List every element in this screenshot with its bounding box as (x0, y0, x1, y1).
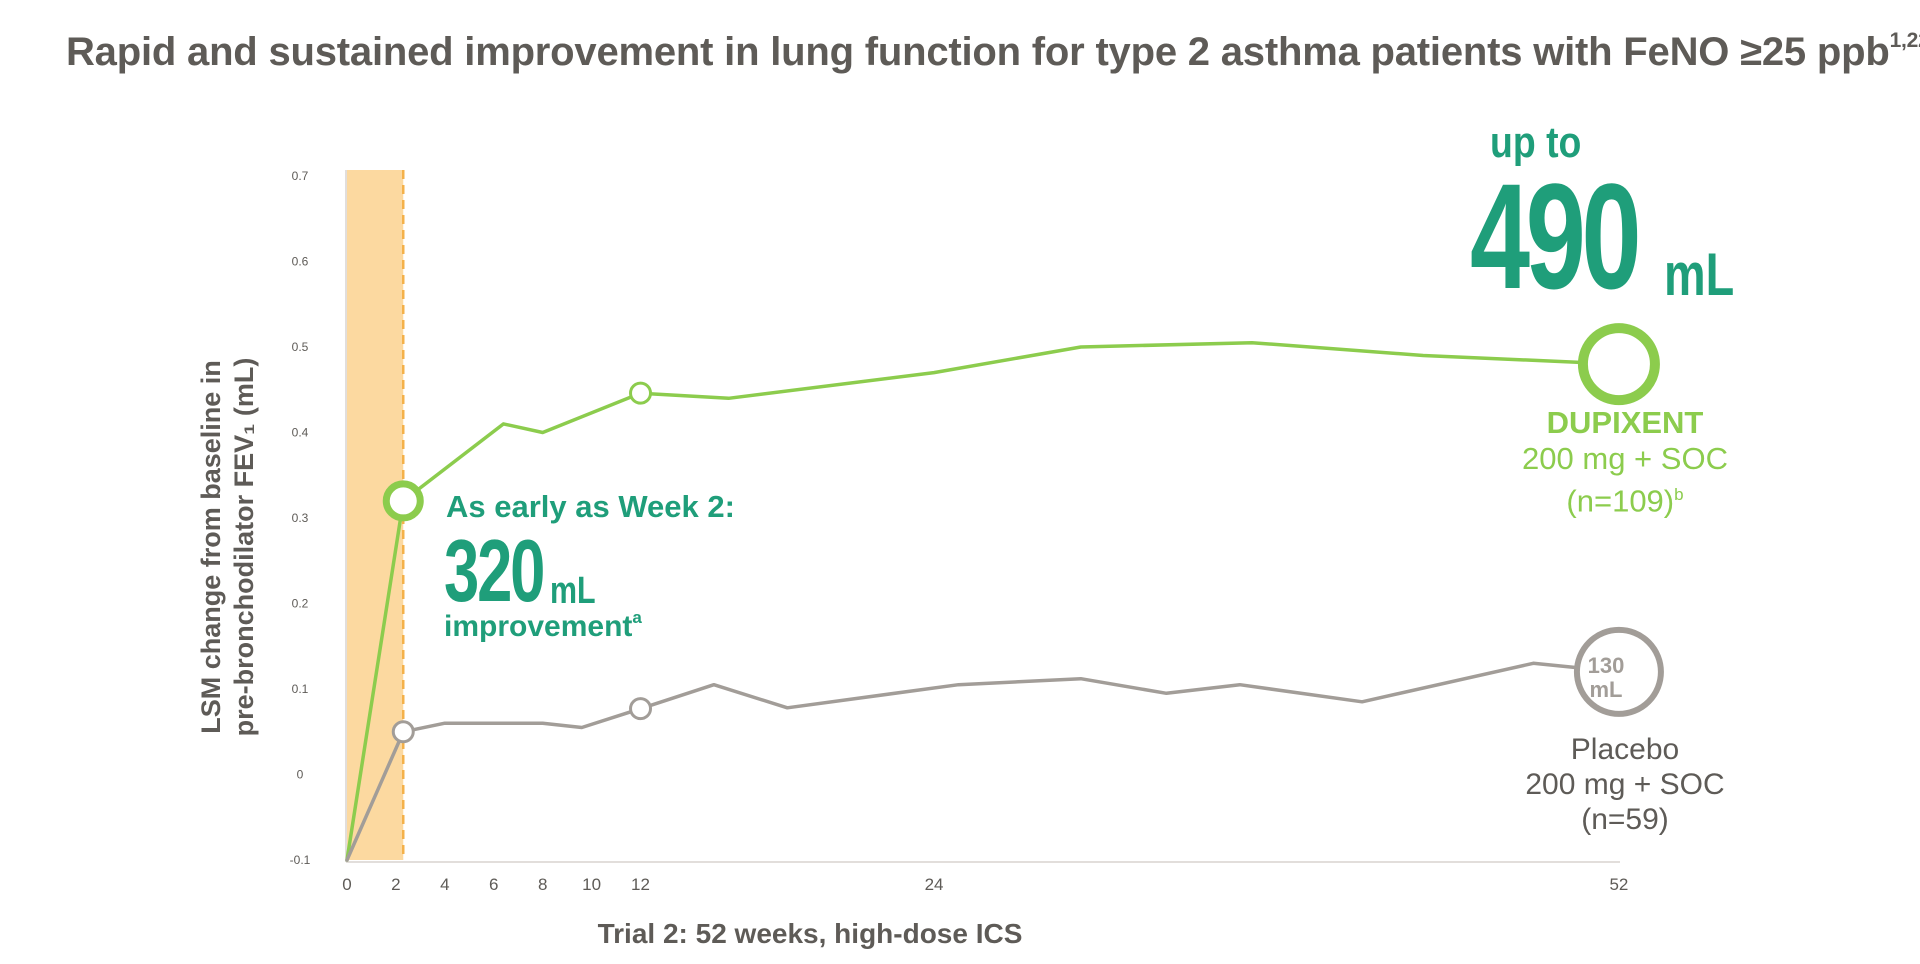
y-tick-label: 0.5 (292, 340, 309, 354)
dupixent-point-marker (382, 480, 424, 522)
placebo-badge-unit: mL (1589, 677, 1623, 702)
dupixent-footnote: b (1674, 485, 1684, 504)
week2-callout-heading: As early as Week 2: (446, 489, 735, 524)
x-tick-label: 8 (538, 875, 547, 894)
dupixent-point-marker (629, 381, 653, 405)
week2-callout-value-group: 320 mL (444, 520, 596, 622)
dupixent-n: (n=109)b (1455, 477, 1795, 519)
week2-callout-value: 320 (444, 521, 545, 620)
dupixent-series-label: DUPIXENT 200 mg + SOC (n=109)b (1455, 405, 1795, 519)
week2-callout-footer: improvementa (444, 608, 642, 644)
y-tick-label: 0.2 (292, 597, 309, 611)
x-tick-label: 52 (1609, 875, 1628, 894)
placebo-point-marker (629, 697, 653, 721)
placebo-point-marker (1573, 626, 1664, 717)
placebo-dose: 200 mg + SOC (1525, 768, 1725, 801)
x-tick-label: 0 (342, 875, 351, 894)
y-tick-label: 0.6 (292, 255, 309, 269)
chart-title-reference: 1,22 (1889, 28, 1920, 52)
x-tick-label: 2 (391, 875, 400, 894)
placebo-badge-value: 130 (1587, 653, 1625, 678)
dupixent-name: DUPIXENT (1546, 405, 1704, 440)
max-improvement-value: 490 (1470, 152, 1642, 320)
y-tick-label: 0.1 (292, 682, 309, 696)
y-tick-label: 0 (297, 768, 304, 782)
x-tick-label: 12 (631, 875, 650, 894)
max-improvement-callout: 490 mL (1470, 150, 1734, 323)
dupixent-line (345, 340, 1621, 862)
y-axis-label-line2: pre-bronchodilator FEV₁ (mL) (229, 357, 259, 737)
placebo-series-label: Placebo 200 mg + SOC (n=59) (1455, 732, 1795, 837)
y-axis-label-line1: LSM change from baseline in (196, 360, 226, 734)
up-to-label: up to (1490, 118, 1582, 167)
x-tick-label: 4 (440, 875, 449, 894)
x-tick-label: 6 (489, 875, 498, 894)
x-tick-label: 10 (582, 875, 601, 894)
y-tick-label: 0.4 (292, 426, 309, 440)
dupixent-n-text: (n=109) (1566, 483, 1675, 519)
chart-title: Rapid and sustained improvement in lung … (66, 29, 1920, 75)
placebo-line (345, 661, 1621, 862)
y-tick-label: -0.1 (290, 853, 311, 867)
week2-callout-footnote: a (632, 608, 642, 627)
chart-title-text: Rapid and sustained improvement in lung … (66, 30, 1890, 74)
x-axis-label: Trial 2: 52 weeks, high-dose ICS (597, 918, 1023, 949)
placebo-badge: 130 mL (1576, 654, 1636, 702)
y-tick-label: 0.3 (292, 511, 309, 525)
dupixent-point-marker (1577, 323, 1660, 406)
y-tick-label: 0.7 (292, 169, 309, 183)
week2-callout-improvement: improvement (444, 610, 633, 643)
dupixent-dose: 200 mg + SOC (1522, 441, 1728, 476)
placebo-n: (n=59) (1581, 803, 1669, 836)
placebo-name: Placebo (1570, 733, 1680, 766)
week2-callout-unit: mL (550, 570, 596, 612)
max-improvement-unit: mL (1664, 241, 1735, 308)
placebo-point-marker (391, 720, 415, 744)
x-tick-label: 24 (925, 875, 944, 894)
y-axis-label: LSM change from baseline in pre-bronchod… (195, 287, 261, 807)
